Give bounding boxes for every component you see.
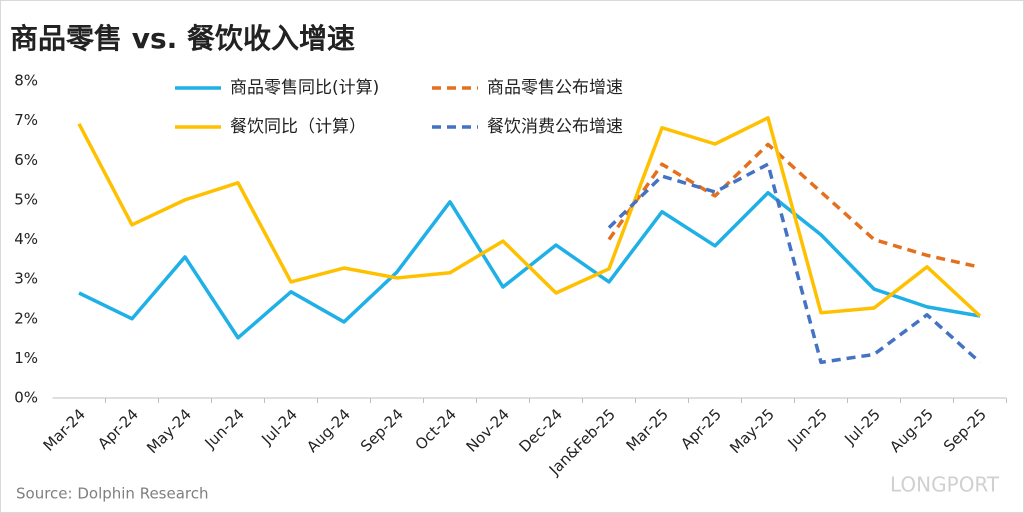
- y-tick-label: 4%: [14, 230, 38, 248]
- legend-label: 商品零售公布增速: [487, 78, 623, 98]
- y-tick-label: 6%: [14, 151, 38, 169]
- y-tick-label: 5%: [14, 190, 38, 208]
- series-line: [77, 116, 982, 318]
- y-tick-label: 7%: [14, 111, 38, 129]
- chart-title: 商品零售 vs. 餐饮收入增速: [10, 22, 355, 55]
- series-line: [607, 162, 982, 365]
- legend-label: 商品零售同比(计算): [230, 78, 379, 98]
- legend-label: 餐饮同比（计算）: [230, 117, 366, 137]
- source: Source: Dolphin Research: [16, 485, 209, 503]
- legend-label: 餐饮消费公布增速: [487, 117, 623, 137]
- y-tick-label: 1%: [14, 349, 38, 367]
- y-tick-label: 8%: [14, 72, 38, 90]
- y-tick-label: 2%: [14, 309, 38, 327]
- watermark: LONGPORT: [890, 473, 1000, 497]
- series-line: [607, 142, 981, 269]
- y-tick-label: 3%: [14, 270, 38, 288]
- y-tick-label: 0%: [14, 389, 38, 407]
